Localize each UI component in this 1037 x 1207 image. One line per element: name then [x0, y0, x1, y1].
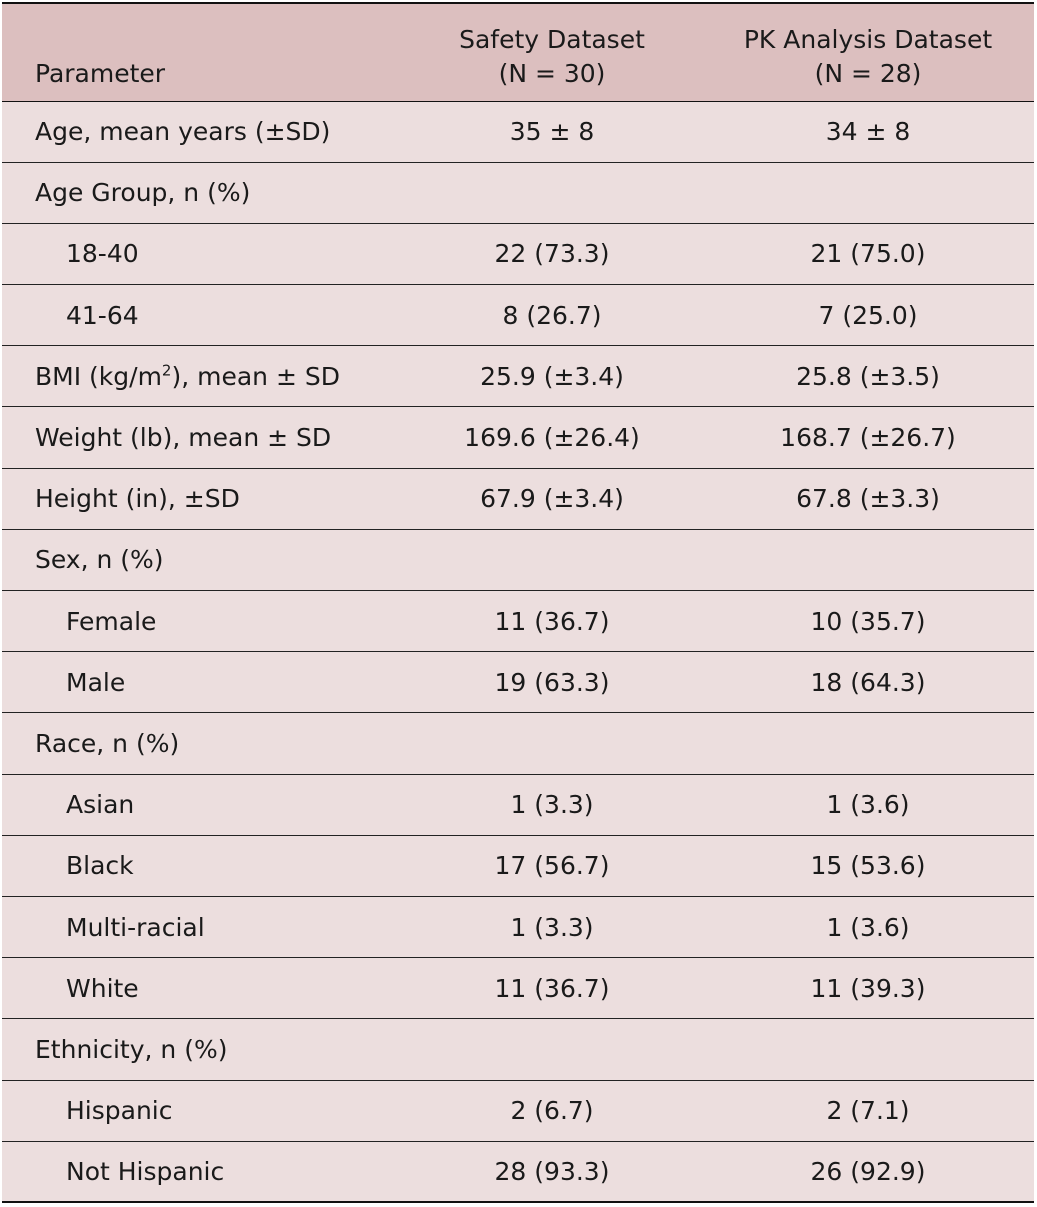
table-row-weight: Weight (lb), mean ± SD 169.6 (±26.4) 168…	[2, 406, 1034, 469]
pk-value: 2 (7.1)	[702, 1080, 1034, 1142]
safety-value	[402, 1018, 702, 1081]
table-row-asian: Asian 1 (3.3) 1 (3.6)	[2, 774, 1034, 836]
pk-value: 11 (39.3)	[702, 957, 1034, 1020]
safety-value: 1 (3.3)	[402, 774, 702, 836]
header-pk-title: PK Analysis Dataset	[743, 24, 993, 54]
safety-value	[402, 529, 702, 592]
table-row-male: Male 19 (63.3) 18 (64.3)	[2, 651, 1034, 714]
row-label: BMI (kg/m2), mean ± SD	[2, 345, 402, 408]
pk-value	[702, 162, 1034, 224]
header-pk-dataset: PK Analysis Dataset (N = 28)	[702, 2, 1034, 102]
section-label: Ethnicity, n (%)	[2, 1018, 402, 1081]
pk-value	[702, 712, 1034, 775]
safety-value: 22 (73.3)	[402, 223, 702, 286]
table-row-black: Black 17 (56.7) 15 (53.6)	[2, 835, 1034, 897]
row-label: Hispanic	[2, 1080, 402, 1142]
pk-value: 26 (92.9)	[702, 1141, 1034, 1204]
safety-value: 25.9 (±3.4)	[402, 345, 702, 408]
row-label: Age, mean years (±SD)	[2, 101, 402, 163]
header-safety-dataset: Safety Dataset (N = 30)	[402, 2, 702, 102]
table-row-race: Race, n (%)	[2, 712, 1034, 775]
pk-value	[702, 529, 1034, 592]
table-row-not-hispanic: Not Hispanic 28 (93.3) 26 (92.9)	[2, 1141, 1034, 1204]
bmi-label-superscript: 2	[161, 361, 172, 380]
safety-value: 11 (36.7)	[402, 957, 702, 1020]
table-row-sex: Sex, n (%)	[2, 529, 1034, 592]
row-label: Female	[2, 590, 402, 653]
safety-value: 35 ± 8	[402, 101, 702, 163]
header-parameter: Parameter	[2, 2, 402, 102]
pk-value: 10 (35.7)	[702, 590, 1034, 653]
safety-value: 1 (3.3)	[402, 896, 702, 959]
header-safety-title: Safety Dataset	[459, 24, 645, 54]
header-pk-n: (N = 28)	[814, 58, 922, 88]
pk-value: 21 (75.0)	[702, 223, 1034, 286]
table-row-age-18-40: 18-40 22 (73.3) 21 (75.0)	[2, 223, 1034, 286]
row-label: Height (in), ±SD	[2, 468, 402, 530]
safety-value: 2 (6.7)	[402, 1080, 702, 1142]
row-label: 18-40	[2, 223, 402, 286]
pk-value: 18 (64.3)	[702, 651, 1034, 714]
row-label: 41-64	[2, 284, 402, 347]
pk-value: 1 (3.6)	[702, 774, 1034, 836]
row-label: Male	[2, 651, 402, 714]
table-row-hispanic: Hispanic 2 (6.7) 2 (7.1)	[2, 1080, 1034, 1142]
row-label: Black	[2, 835, 402, 897]
table-row-ethnicity: Ethnicity, n (%)	[2, 1018, 1034, 1081]
safety-value: 8 (26.7)	[402, 284, 702, 347]
header-safety-n: (N = 30)	[498, 58, 606, 88]
row-label: White	[2, 957, 402, 1020]
safety-value	[402, 712, 702, 775]
safety-value: 169.6 (±26.4)	[402, 406, 702, 469]
table-body: Age, mean years (±SD) 35 ± 8 34 ± 8 Age …	[2, 101, 1034, 1204]
table-row-age-41-64: 41-64 8 (26.7) 7 (25.0)	[2, 284, 1034, 347]
section-label: Age Group, n (%)	[2, 162, 402, 224]
pk-value: 7 (25.0)	[702, 284, 1034, 347]
row-label: Asian	[2, 774, 402, 836]
bmi-label-pre: BMI (kg/m	[35, 361, 162, 391]
pk-value: 168.7 (±26.7)	[702, 406, 1034, 469]
safety-value: 17 (56.7)	[402, 835, 702, 897]
safety-value	[402, 162, 702, 224]
safety-value: 67.9 (±3.4)	[402, 468, 702, 530]
table-row-multiracial: Multi-racial 1 (3.3) 1 (3.6)	[2, 896, 1034, 959]
row-label: Not Hispanic	[2, 1141, 402, 1204]
table-row-bmi: BMI (kg/m2), mean ± SD 25.9 (±3.4) 25.8 …	[2, 345, 1034, 408]
safety-value: 19 (63.3)	[402, 651, 702, 714]
table-row-female: Female 11 (36.7) 10 (35.7)	[2, 590, 1034, 653]
pk-value: 15 (53.6)	[702, 835, 1034, 897]
table-row-height: Height (in), ±SD 67.9 (±3.4) 67.8 (±3.3)	[2, 468, 1034, 530]
header-row: Parameter Safety Dataset (N = 30) PK Ana…	[2, 2, 1034, 102]
safety-value: 28 (93.3)	[402, 1141, 702, 1204]
pk-value: 67.8 (±3.3)	[702, 468, 1034, 530]
row-label: Multi-racial	[2, 896, 402, 959]
row-label: Weight (lb), mean ± SD	[2, 406, 402, 469]
pk-value: 1 (3.6)	[702, 896, 1034, 959]
table-row-age-mean: Age, mean years (±SD) 35 ± 8 34 ± 8	[2, 101, 1034, 163]
bmi-label-post: ), mean ± SD	[171, 361, 340, 391]
pk-value: 34 ± 8	[702, 101, 1034, 163]
section-label: Race, n (%)	[2, 712, 402, 775]
table-row-white: White 11 (36.7) 11 (39.3)	[2, 957, 1034, 1020]
pk-value: 25.8 (±3.5)	[702, 345, 1034, 408]
pk-value	[702, 1018, 1034, 1081]
safety-value: 11 (36.7)	[402, 590, 702, 653]
section-label: Sex, n (%)	[2, 529, 402, 592]
table-header: Parameter Safety Dataset (N = 30) PK Ana…	[2, 2, 1034, 102]
table-row-age-group: Age Group, n (%)	[2, 162, 1034, 224]
